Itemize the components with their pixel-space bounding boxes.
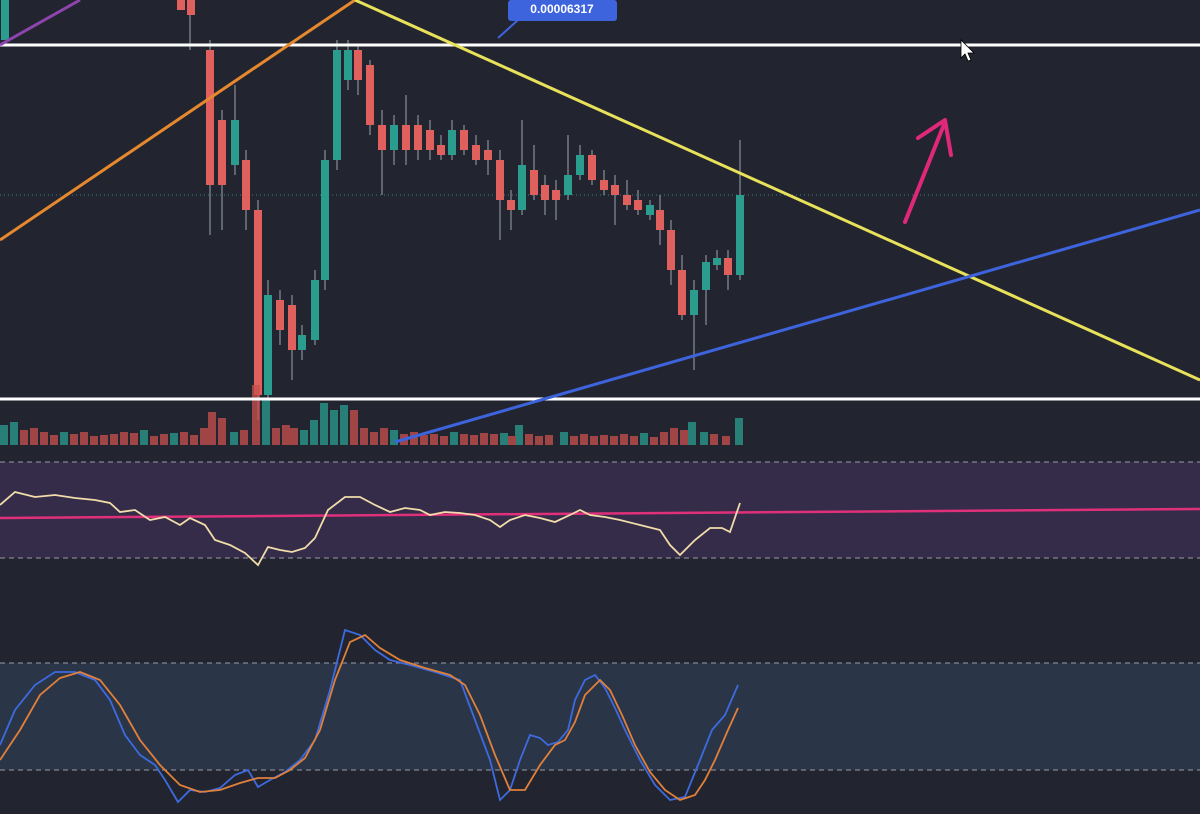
price-label-text: 0.00006317 bbox=[530, 2, 594, 16]
up-arrow bbox=[903, 118, 953, 224]
mouse-cursor bbox=[960, 39, 975, 62]
rsi-panel bbox=[0, 461, 1200, 567]
purple-trendline bbox=[0, 0, 81, 47]
candles bbox=[1, 0, 744, 420]
price-label: 0.00006317 bbox=[497, 0, 617, 39]
volume-bars bbox=[0, 385, 743, 445]
ascending-trendline bbox=[394, 208, 1200, 444]
stochastic-panel bbox=[0, 628, 1200, 804]
orange-trendline bbox=[0, 0, 356, 242]
descending-trendline bbox=[354, 0, 1200, 382]
